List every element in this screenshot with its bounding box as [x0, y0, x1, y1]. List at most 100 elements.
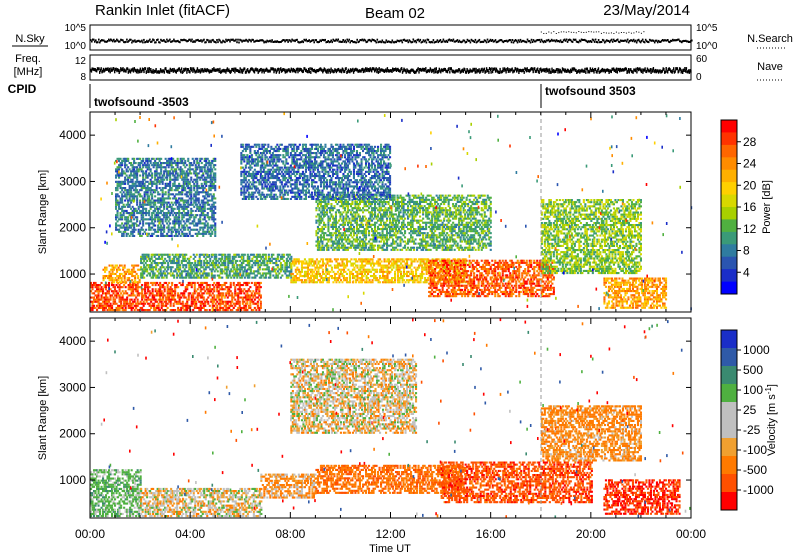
heat-cell	[390, 215, 393, 218]
heat-cell	[166, 288, 169, 291]
heat-cell	[267, 255, 270, 258]
nsky-point	[520, 40, 523, 43]
heat-cell	[141, 276, 144, 279]
heat-cell	[161, 274, 164, 277]
heat-cell	[200, 270, 203, 273]
heat-cell	[194, 272, 197, 275]
nsky-point	[214, 41, 216, 43]
heat-cell	[222, 270, 225, 273]
nsearch-point	[548, 31, 550, 33]
heat-cell	[163, 290, 166, 293]
nsky-point	[521, 39, 524, 42]
heat-cell	[322, 211, 325, 214]
heat-cell	[343, 198, 346, 201]
heat-cell	[330, 207, 333, 210]
heat-cell	[386, 228, 389, 231]
heat-cell	[383, 223, 386, 226]
heat-cell	[321, 232, 324, 235]
heat-cell	[303, 258, 306, 261]
heat-cell	[184, 296, 187, 299]
heat-cell	[127, 306, 130, 309]
freq-point	[173, 67, 175, 71]
heat-cell	[225, 304, 228, 307]
freq-point	[200, 68, 202, 72]
nsky-point	[443, 40, 446, 43]
heat-cell	[306, 270, 309, 273]
heat-cell	[204, 302, 207, 305]
heat-cell	[207, 302, 210, 305]
heat-cell	[302, 262, 305, 265]
heat-cell	[207, 284, 210, 287]
heat-cell	[199, 284, 202, 287]
heat-cell	[142, 288, 145, 291]
heat-cell	[369, 200, 372, 203]
freq-point	[419, 68, 421, 71]
heat-cell	[365, 275, 368, 278]
heat-cell	[153, 294, 156, 297]
heat-cell	[380, 221, 383, 224]
nsky-point	[550, 38, 553, 41]
heat-cell	[252, 270, 255, 273]
heat-cell	[159, 270, 162, 273]
heat-cell	[371, 234, 374, 237]
freq-point	[480, 68, 482, 72]
heat-cell	[249, 290, 252, 293]
heat-cell	[228, 304, 231, 307]
heat-cell	[207, 292, 210, 295]
nsky-point	[626, 38, 629, 41]
nsky-point	[95, 39, 97, 42]
heat-cell	[385, 266, 388, 269]
heat-cell	[380, 260, 383, 263]
heat-cell	[278, 272, 281, 275]
nsky-point	[538, 38, 541, 41]
nsky-point	[585, 40, 588, 43]
nsky-point	[675, 39, 677, 42]
heat-cell	[253, 298, 256, 301]
heat-cell	[321, 242, 324, 245]
heat-cell	[186, 300, 189, 303]
heat-cell	[384, 248, 387, 251]
heat-cell	[357, 198, 360, 201]
heat-cell	[153, 304, 156, 307]
freq-point	[175, 70, 177, 74]
heat-cell	[334, 242, 337, 245]
freq-point	[388, 69, 390, 73]
heat-cell	[148, 292, 151, 295]
heat-cell	[424, 266, 427, 269]
freq-point	[174, 69, 176, 73]
heat-cell	[365, 209, 368, 212]
heat-cell	[136, 292, 139, 295]
nsky-point	[633, 40, 636, 43]
nsky-point	[279, 41, 281, 43]
nsky-point	[306, 40, 308, 43]
heat-cell	[358, 219, 361, 222]
heat-cell	[209, 259, 212, 262]
heat-cell	[202, 304, 205, 307]
freq-point	[174, 69, 177, 73]
heat-cell	[342, 217, 345, 220]
freq-point	[189, 70, 191, 74]
heat-cell	[142, 294, 145, 297]
freq-point	[300, 68, 302, 71]
heat-cell	[344, 258, 347, 261]
heat-cell	[248, 276, 251, 279]
heat-cell	[108, 277, 111, 280]
heat-cell	[397, 260, 400, 263]
heat-cell	[204, 290, 207, 293]
freq-point	[185, 67, 187, 71]
heat-cell	[294, 275, 297, 278]
heat-cell	[99, 302, 102, 305]
freq-point	[596, 70, 598, 74]
heat-cell	[318, 217, 321, 220]
freq-point	[209, 69, 211, 73]
nsky-point	[299, 41, 301, 44]
heat-cell	[176, 274, 179, 277]
heat-cell	[159, 274, 162, 277]
nsky-point	[163, 39, 165, 42]
nsky-point	[375, 41, 378, 44]
heat-cell	[199, 286, 202, 289]
nsky-point	[257, 40, 259, 42]
freq-point	[266, 68, 268, 72]
heat-cell	[246, 257, 249, 260]
